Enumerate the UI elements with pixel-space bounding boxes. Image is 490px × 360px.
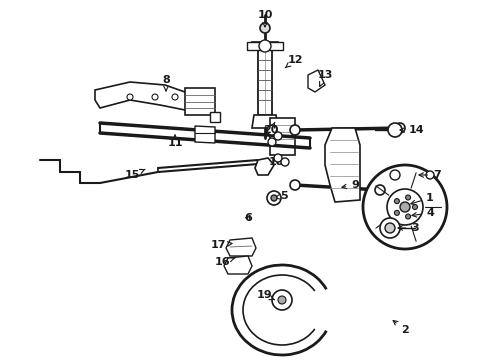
Circle shape bbox=[390, 170, 400, 180]
Circle shape bbox=[394, 210, 399, 215]
Text: 6: 6 bbox=[244, 213, 252, 223]
Circle shape bbox=[406, 195, 411, 200]
Text: 7: 7 bbox=[419, 170, 441, 180]
Text: 17: 17 bbox=[210, 240, 232, 250]
Polygon shape bbox=[255, 158, 274, 175]
Circle shape bbox=[380, 218, 400, 238]
Circle shape bbox=[363, 165, 447, 249]
Polygon shape bbox=[252, 115, 278, 128]
Circle shape bbox=[375, 185, 385, 195]
Polygon shape bbox=[252, 42, 278, 50]
Polygon shape bbox=[258, 50, 272, 115]
Polygon shape bbox=[195, 126, 215, 143]
Circle shape bbox=[278, 296, 286, 304]
Circle shape bbox=[271, 195, 277, 201]
Text: 15: 15 bbox=[124, 169, 145, 180]
Text: 9: 9 bbox=[342, 180, 359, 190]
Circle shape bbox=[259, 40, 271, 52]
Text: 13: 13 bbox=[318, 70, 333, 86]
Circle shape bbox=[387, 189, 423, 225]
Text: 18: 18 bbox=[268, 157, 284, 167]
Text: 8: 8 bbox=[162, 75, 170, 91]
Circle shape bbox=[290, 180, 300, 190]
Text: 14: 14 bbox=[400, 125, 424, 135]
Circle shape bbox=[281, 158, 289, 166]
Circle shape bbox=[395, 123, 405, 133]
Circle shape bbox=[413, 204, 417, 210]
Circle shape bbox=[267, 191, 281, 205]
Text: 10: 10 bbox=[257, 10, 273, 27]
Polygon shape bbox=[226, 238, 256, 256]
Polygon shape bbox=[270, 118, 295, 155]
Circle shape bbox=[290, 125, 300, 135]
Circle shape bbox=[400, 202, 410, 212]
Text: 5: 5 bbox=[274, 191, 288, 201]
Circle shape bbox=[127, 94, 133, 100]
Text: 3: 3 bbox=[398, 223, 419, 233]
Circle shape bbox=[272, 290, 292, 310]
Text: 20: 20 bbox=[263, 122, 279, 135]
Polygon shape bbox=[185, 88, 215, 115]
Polygon shape bbox=[325, 128, 360, 202]
Text: 12: 12 bbox=[285, 55, 303, 68]
Circle shape bbox=[406, 214, 411, 219]
Polygon shape bbox=[95, 82, 190, 110]
Circle shape bbox=[172, 94, 178, 100]
Circle shape bbox=[388, 123, 402, 137]
Text: 2: 2 bbox=[393, 320, 409, 335]
Text: 16: 16 bbox=[214, 257, 235, 267]
Polygon shape bbox=[308, 70, 325, 92]
Circle shape bbox=[152, 94, 158, 100]
Polygon shape bbox=[224, 256, 252, 274]
Polygon shape bbox=[247, 42, 283, 50]
Circle shape bbox=[260, 23, 270, 33]
Circle shape bbox=[274, 132, 282, 140]
Circle shape bbox=[394, 199, 399, 204]
Text: 1: 1 bbox=[411, 193, 434, 205]
Circle shape bbox=[268, 138, 276, 146]
Text: 19: 19 bbox=[256, 290, 274, 300]
Polygon shape bbox=[210, 112, 220, 122]
Circle shape bbox=[267, 125, 277, 135]
Circle shape bbox=[385, 223, 395, 233]
Circle shape bbox=[274, 154, 282, 162]
Circle shape bbox=[426, 171, 434, 179]
Text: 4: 4 bbox=[412, 208, 434, 218]
Text: 11: 11 bbox=[167, 135, 183, 148]
